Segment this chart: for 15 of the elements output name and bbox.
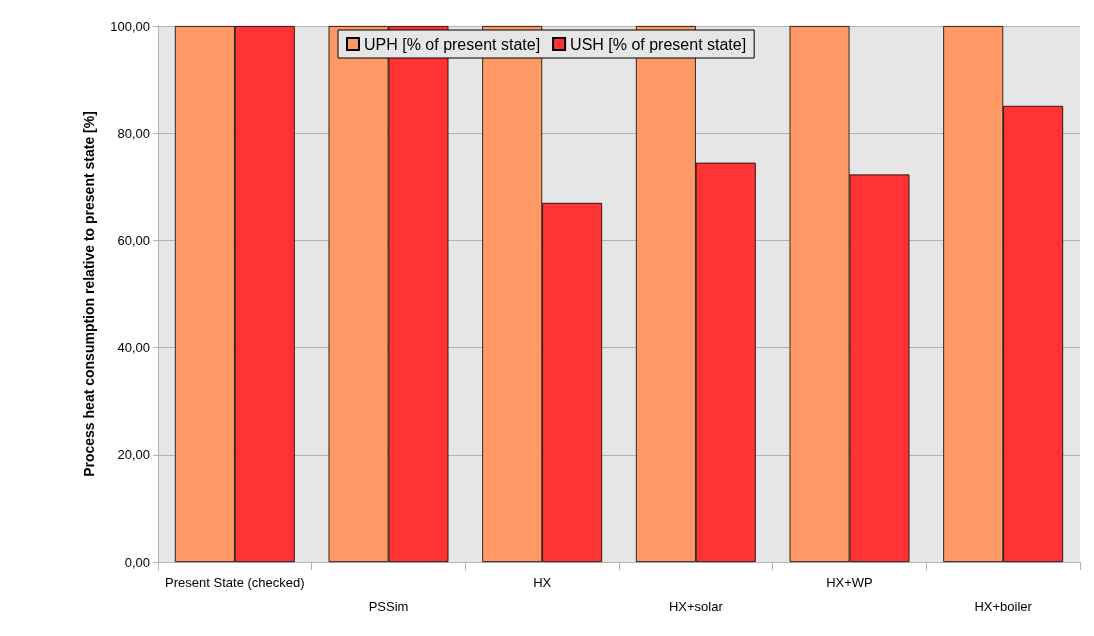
y-tick-label: 40,00 (117, 340, 150, 356)
legend-label: USH [% of present state] (570, 35, 747, 53)
y-tick-label: 0,00 (124, 554, 150, 570)
y-axis-title: Process heat consumption relative to present state [%] (81, 111, 97, 477)
y-tick-label: 100,00 (110, 18, 150, 34)
x-tick-label: Present State (checked) (165, 574, 305, 590)
x-tick-label: HX+solar (668, 598, 724, 614)
x-tick-label: HX+WP (826, 574, 873, 590)
x-tick-label: HX (533, 574, 552, 590)
y-tick-label: 60,00 (117, 232, 150, 248)
x-tick-label: HX+boiler (974, 598, 1033, 614)
y-tick-label: 80,00 (117, 125, 150, 141)
y-tick-label: 20,00 (117, 447, 150, 463)
x-tick-label: PSSim (368, 598, 409, 614)
legend-label: UPH [% of present state] (364, 35, 541, 53)
